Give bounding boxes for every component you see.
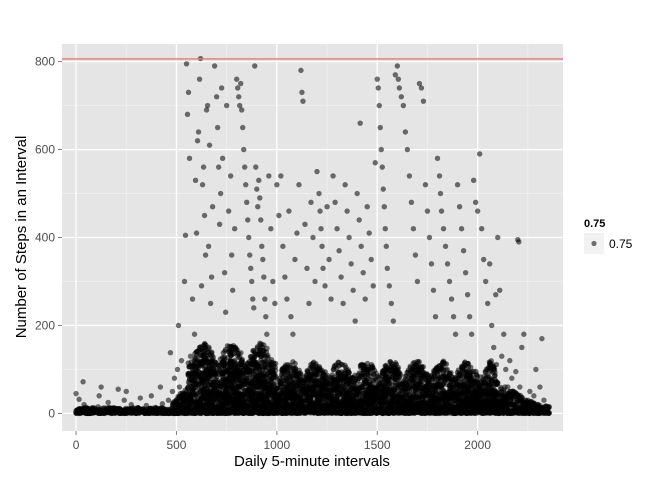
band-point — [272, 367, 279, 374]
band-point — [206, 344, 212, 351]
band-point — [416, 359, 422, 365]
band-point — [420, 364, 426, 370]
band-point — [346, 369, 352, 376]
band-point — [264, 345, 270, 351]
band-point — [395, 364, 401, 371]
band-point — [443, 361, 450, 367]
band-point — [238, 350, 244, 356]
band-point — [210, 354, 216, 361]
band-point — [272, 360, 279, 367]
band-point — [239, 356, 246, 363]
band-point — [397, 371, 404, 378]
